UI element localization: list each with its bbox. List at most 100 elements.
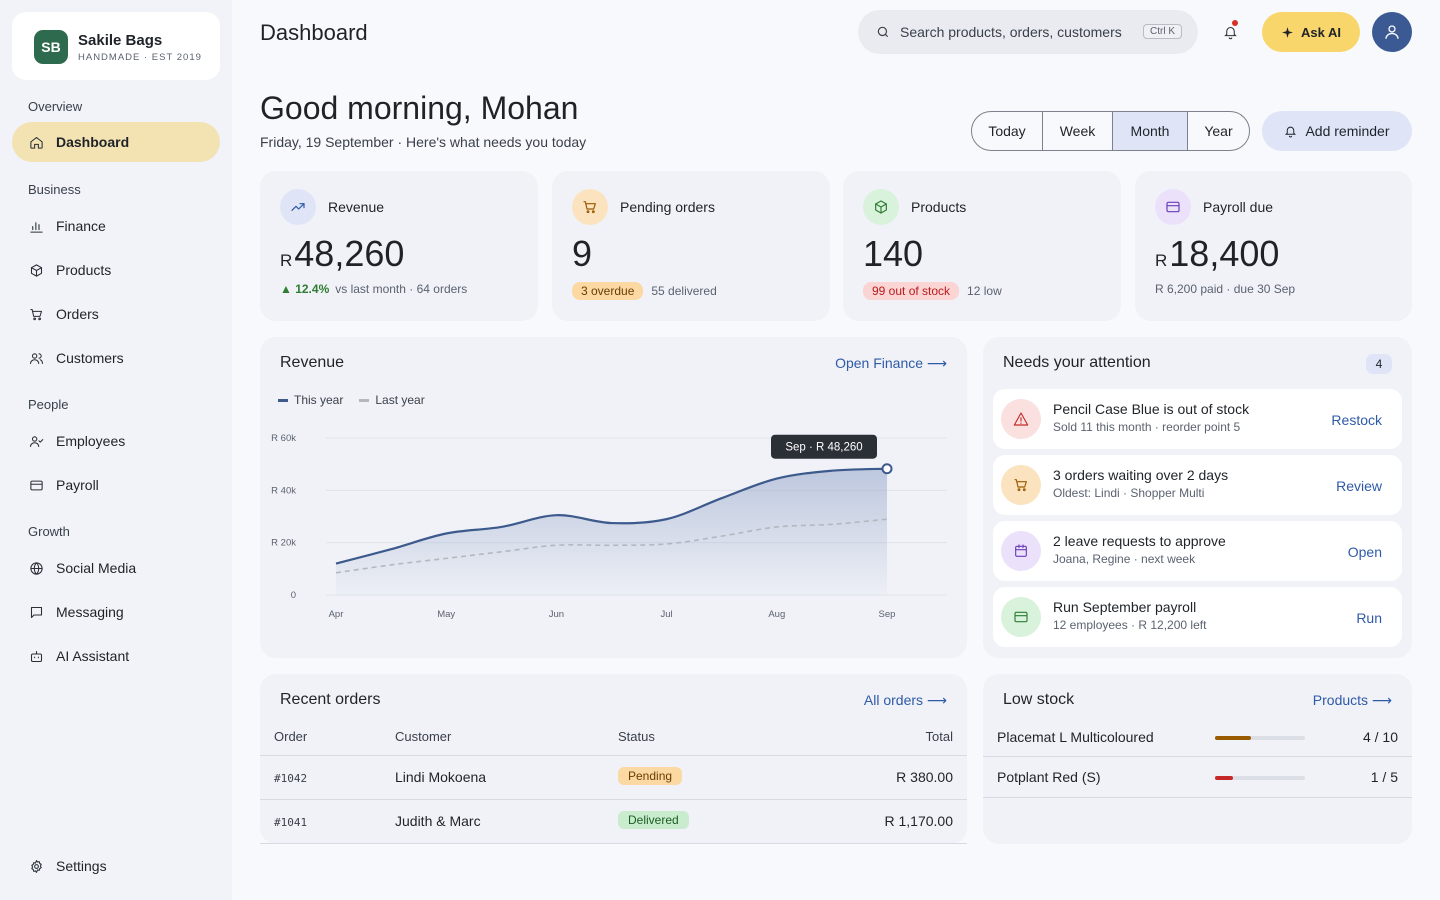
search-icon [877,26,889,38]
user-avatar[interactable] [1372,12,1412,52]
stat-value: R48,260 [280,233,405,274]
sidebar-item-label: Orders [56,306,99,322]
stat-footnote: ▲ 12.4% vs last month · 64 orders [280,282,468,296]
attention-title: 2 leave requests to approve [1053,533,1226,549]
overdue-badge: 3 overdue [572,282,644,300]
sidebar-item-social-media[interactable]: Social Media [12,548,220,588]
warning-icon [1001,399,1041,439]
sidebar-item-payroll[interactable]: Payroll [12,465,220,505]
sidebar-item-label: Customers [56,350,124,366]
order-total: R 1,170.00 [884,813,954,829]
box-icon [28,262,44,278]
sidebar-item-orders[interactable]: Orders [12,294,220,334]
divider [260,755,967,756]
pending-orders-stat-card[interactable]: Pending orders 9 3 overdue 55 delivered [552,171,830,321]
delta-badge: ▲ 12.4% [280,282,330,296]
sidebar-item-finance[interactable]: Finance [12,206,220,246]
column-header-customer[interactable]: Customer [395,729,452,744]
brand-logo: SB [34,30,68,64]
section-growth: Growth [28,524,70,539]
sidebar-item-employees[interactable]: Employees [12,421,220,461]
payroll-stat-card[interactable]: Payroll due R18,400 R 6,200 paid · due 3… [1135,171,1412,321]
sidebar-item-label: Social Media [56,560,137,576]
order-customer: Lindi Mokoena [395,769,487,785]
column-header-order[interactable]: Order [274,729,308,744]
products-link[interactable]: Products ⟶ [1312,692,1392,708]
stat-footnote: 3 overdue 55 delivered [572,282,717,300]
brand-card[interactable]: SB Sakile Bags HANDMADE · EST 2019 [12,12,220,80]
products-stat-card[interactable]: Products 140 99 out of stock 12 low [843,171,1121,321]
open-finance-link[interactable]: Open Finance ⟶ [835,355,947,371]
range-month[interactable]: Month [1113,112,1188,150]
notifications-button[interactable] [1218,20,1242,44]
column-header-status[interactable]: Status [618,729,655,744]
section-business: Business [28,182,81,197]
user-check-icon [28,433,44,449]
divider [983,797,1412,798]
stat-label: Payroll due [1203,199,1274,215]
sidebar-item-products[interactable]: Products [12,250,220,290]
ask-ai-label: Ask AI [1301,24,1341,40]
all-orders-link[interactable]: All orders ⟶ [863,692,947,708]
attention-item-leave[interactable]: 2 leave requests to approve Joana, Regin… [993,521,1402,581]
status-badge: Delivered [618,811,689,829]
attention-item-payroll[interactable]: Run September payroll 12 employees · R 1… [993,587,1402,647]
stock-progress [1215,776,1305,780]
cart-icon [1001,465,1041,505]
order-customer: Judith & Marc [395,813,481,829]
sidebar-item-customers[interactable]: Customers [12,338,220,378]
column-header-total[interactable]: Total [925,729,953,744]
run-button[interactable]: Run [1356,610,1382,626]
section-overview: Overview [28,99,83,114]
attention-item-orders[interactable]: 3 orders waiting over 2 days Oldest: Lin… [993,455,1402,515]
gear-icon [28,858,44,874]
open-button[interactable]: Open [1347,544,1382,560]
cart-icon [572,189,608,225]
legend-swatch-this-year [278,398,288,402]
sidebar-item-label: Employees [56,433,126,449]
attention-subtitle: Joana, Regine · next week [1053,552,1196,566]
box-icon [863,189,899,225]
review-button[interactable]: Review [1336,478,1382,494]
range-year[interactable]: Year [1204,123,1233,139]
card-title: Revenue [280,354,345,371]
revenue-chart: 0 R 20k R 40k R 60k Apr May Jun Jul Aug Sep Sep · … [271,433,947,620]
brand-tagline: HANDMADE · EST 2019 [78,52,202,63]
attention-item-stock[interactable]: Pencil Case Blue is out of stock Sold 11… [993,389,1402,449]
x-tick-label: Aug [768,609,785,620]
range-week[interactable]: Week [1043,112,1113,150]
legend-swatch-last-year [359,398,370,402]
attention-title: Run September payroll [1053,599,1197,615]
bot-icon [28,648,44,664]
sidebar-item-dashboard[interactable]: Dashboard [12,122,220,162]
sidebar-item-ai-assistant[interactable]: AI Assistant [12,636,220,676]
sidebar-item-label: AI Assistant [56,648,130,664]
range-today[interactable]: Today [972,112,1043,150]
stat-value: 9 [572,233,593,274]
y-tick-label: 0 [291,590,296,601]
sidebar-item-label: Dashboard [56,134,130,150]
order-id: #1041 [274,816,308,829]
user-icon [1385,25,1399,39]
sidebar-item-settings[interactable]: Settings [12,846,220,886]
ask-ai-button[interactable]: Ask AI [1262,12,1360,52]
sidebar-item-label: Payroll [56,477,99,493]
legend-last-year: Last year [375,393,425,407]
stat-label: Revenue [328,199,385,215]
stock-progress-fill [1215,776,1233,780]
stock-progress-fill [1215,736,1251,740]
greeting-title: Good morning, Mohan [260,90,579,126]
restock-button[interactable]: Restock [1331,412,1382,428]
x-tick-label: Jun [549,609,564,620]
sidebar: SB Sakile Bags HANDMADE · EST 2019 Overv… [0,0,232,900]
sidebar-item-label: Settings [56,858,107,874]
add-reminder-button[interactable]: Add reminder [1262,111,1412,151]
stock-item-name: Placemat L Multicoloured [997,729,1154,745]
divider [983,756,1412,757]
stock-item-name: Potplant Red (S) [997,769,1101,785]
search-input[interactable]: Search products, orders, customers Ctrl … [858,10,1198,54]
revenue-stat-card[interactable]: Revenue R48,260 ▲ 12.4% vs last month · … [260,171,538,321]
series-line-last-year [335,518,888,574]
sidebar-item-messaging[interactable]: Messaging [12,592,220,632]
y-tick-label: R 40k [271,485,296,496]
